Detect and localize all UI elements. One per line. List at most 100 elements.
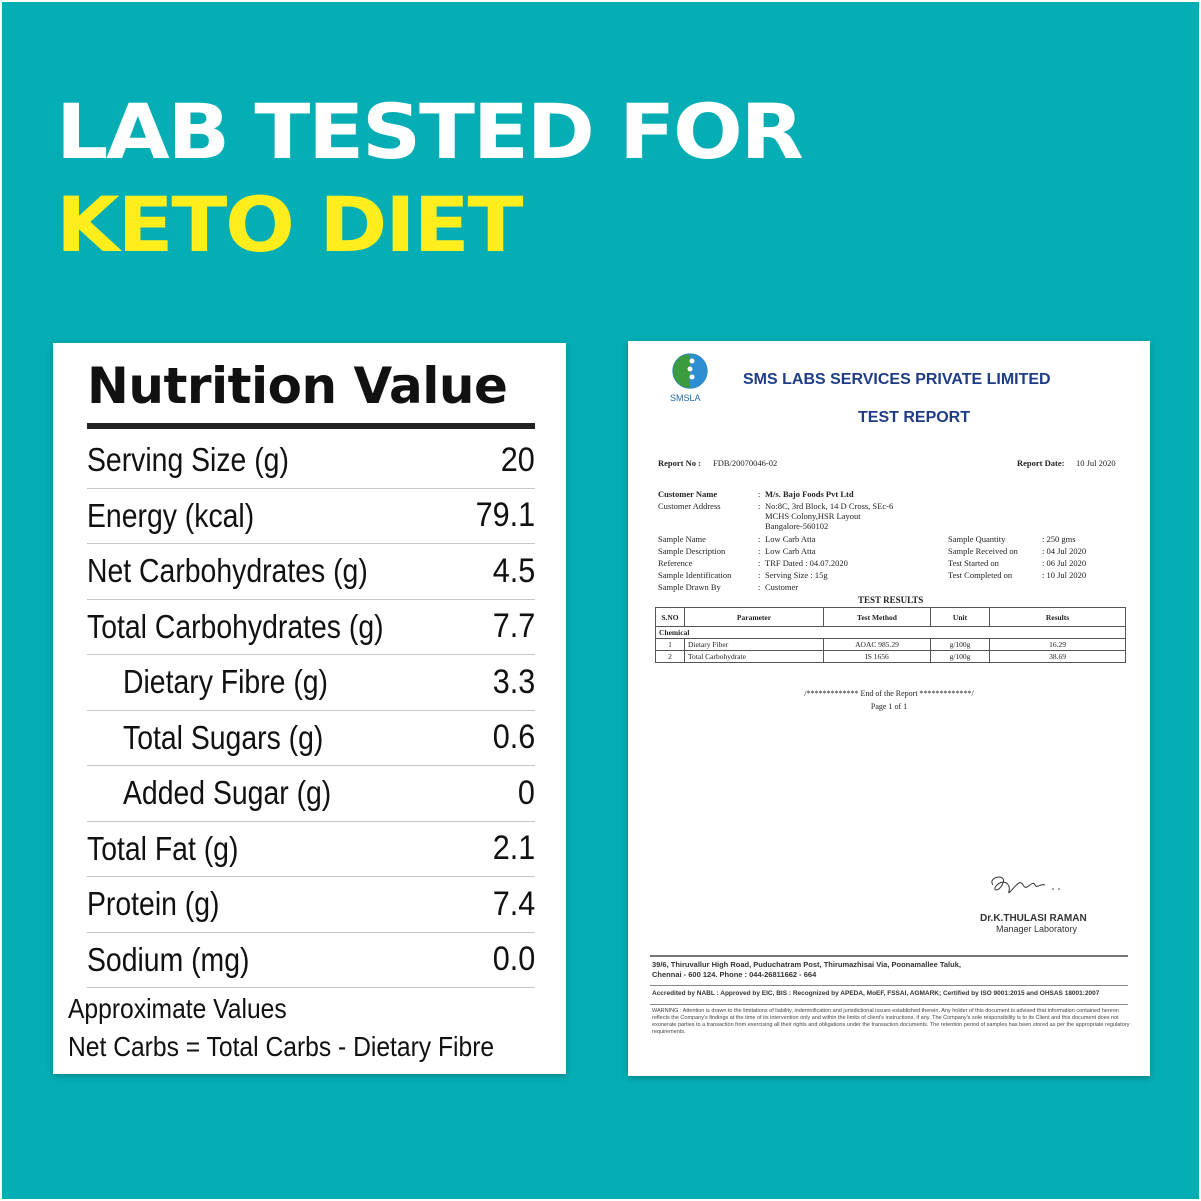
nutrition-note-formula: Net Carbs = Total Carbs - Dietary Fibre bbox=[68, 1031, 495, 1062]
report-no-label: Report No : bbox=[658, 458, 701, 468]
field-label: Sample Received on bbox=[948, 546, 1018, 556]
field-value: : 10 Jul 2020 bbox=[1042, 570, 1087, 580]
cell-method: IS 1656 bbox=[823, 650, 931, 663]
nutrient-value: 0 bbox=[517, 773, 535, 812]
nutrient-value: 7.4 bbox=[492, 884, 535, 923]
customer-name-label: Customer Name bbox=[658, 489, 718, 499]
cell-parameter: Total Carbohydrate bbox=[684, 650, 824, 663]
colon: : bbox=[758, 558, 761, 568]
colon: : bbox=[758, 489, 761, 499]
nutrition-row: Total Carbohydrates (g) 7.7 bbox=[87, 600, 535, 655]
colon: : bbox=[758, 546, 761, 556]
nutrition-row: Net Carbohydrates (g) 4.5 bbox=[87, 544, 535, 600]
cell-sno: 1 bbox=[655, 638, 685, 651]
nutrient-value: 3.3 bbox=[492, 662, 535, 701]
lab-address-line: Chennai - 600 124. Phone : 044-26811662 … bbox=[652, 969, 817, 979]
nutrition-row: Sodium (mg) 0.0 bbox=[87, 933, 535, 988]
nutrition-title: Nutrition Value bbox=[87, 357, 508, 415]
nutrient-value: 20 bbox=[500, 440, 535, 479]
nutrient-label: Energy (kcal) bbox=[87, 496, 255, 534]
field-value: Serving Size : 15g bbox=[765, 570, 828, 580]
colon: : bbox=[758, 570, 761, 580]
field-value: : 04 Jul 2020 bbox=[1042, 546, 1087, 556]
nutrition-row: Energy (kcal) 79.1 bbox=[87, 489, 535, 544]
table-section-row: Chemical bbox=[655, 626, 1126, 639]
address-line: No:8C, 3rd Block, 14 D Cross, SEc-6 bbox=[765, 501, 894, 511]
field-label: Test Started on bbox=[948, 558, 999, 568]
nutrition-card: Nutrition Value Serving Size (g) 20 Energ… bbox=[53, 343, 566, 1074]
cell-parameter: Dietary Fiber bbox=[684, 638, 824, 651]
section-label: Chemical bbox=[655, 626, 1126, 639]
nutrient-value: 0.6 bbox=[492, 718, 535, 757]
footer-divider bbox=[650, 955, 1128, 957]
table-row: 1 Dietary Fiber AOAC 985.29 g/100g 16.29 bbox=[655, 638, 1126, 651]
warning-text: WARNING : Attention is drawn to the limi… bbox=[652, 1008, 1130, 1035]
results-title: TEST RESULTS bbox=[858, 595, 924, 605]
field-value: Low Carb Atta bbox=[765, 546, 816, 556]
cell-unit: g/100g bbox=[930, 638, 990, 651]
field-value: Low Carb Atta bbox=[765, 534, 816, 544]
nutrient-value: 2.1 bbox=[492, 829, 535, 868]
field-value: : 06 Jul 2020 bbox=[1042, 558, 1087, 568]
nutrient-value: 0.0 bbox=[492, 940, 535, 979]
cell-sno: 2 bbox=[655, 650, 685, 663]
nutrition-row: Dietary Fibre (g) 3.3 bbox=[87, 655, 535, 711]
colon: : bbox=[758, 582, 761, 592]
report-date-label: Report Date: bbox=[1017, 458, 1065, 468]
nutrient-value: 4.5 bbox=[492, 551, 535, 590]
nutrient-label: Dietary Fibre (g) bbox=[123, 663, 329, 701]
nutrient-label: Protein (g) bbox=[87, 885, 220, 923]
nutrient-label: Total Sugars (g) bbox=[123, 718, 324, 756]
cell-unit: g/100g bbox=[930, 650, 990, 663]
cell-result: 38.69 bbox=[989, 650, 1126, 663]
end-of-report: /************* End of the Report *******… bbox=[804, 689, 974, 698]
logo-text: SMSLA bbox=[670, 393, 701, 403]
nutrition-row: Serving Size (g) 20 bbox=[87, 433, 535, 489]
footer-divider bbox=[650, 985, 1128, 986]
accreditation-line: Accredited by NABL : Approved by EIC, BI… bbox=[652, 990, 1100, 997]
col-parameter: Parameter bbox=[684, 607, 824, 627]
nutrient-label: Added Sugar (g) bbox=[123, 774, 332, 812]
headline-line-2: KETO DIET bbox=[56, 180, 523, 269]
page-number: Page 1 of 1 bbox=[870, 702, 908, 711]
nutrient-value: 7.7 bbox=[492, 607, 535, 646]
nutrient-label: Serving Size (g) bbox=[87, 441, 289, 479]
nutrient-label: Net Carbohydrates (g) bbox=[87, 552, 368, 590]
signer-name: Dr.K.THULASI RAMAN bbox=[980, 913, 1087, 924]
field-label: Test Completed on bbox=[948, 570, 1013, 580]
address-line: MCHS Colony,HSR Layout bbox=[765, 511, 861, 521]
signature-image bbox=[991, 876, 1060, 894]
headline-line-1: LAB TESTED FOR bbox=[56, 87, 804, 176]
lab-test-report: SMSLA SMS LABS SERVICES PRIVATE LIMITED … bbox=[628, 341, 1150, 1076]
lab-logo-icon bbox=[672, 353, 708, 389]
field-value: Customer bbox=[765, 582, 799, 592]
colon: : bbox=[758, 501, 761, 511]
nutrition-title-rule bbox=[87, 423, 535, 429]
nutrient-label: Sodium (mg) bbox=[87, 940, 250, 978]
signer-role: Manager Laboratory bbox=[996, 924, 1078, 934]
field-value: TRF Dated : 04.07.2020 bbox=[765, 558, 848, 568]
lab-address-line: 39/6, Thiruvallur High Road, Puduchatram… bbox=[652, 960, 961, 969]
report-title: TEST REPORT bbox=[858, 409, 971, 426]
cell-result: 16.29 bbox=[989, 638, 1126, 651]
table-header-row: S.NO Parameter Test Method Unit Results bbox=[655, 607, 1126, 627]
report-no: FDB/20070046-02 bbox=[713, 458, 778, 468]
nutrition-row: Total Fat (g) 2.1 bbox=[87, 822, 535, 877]
report-date: 10 Jul 2020 bbox=[1076, 458, 1116, 468]
table-row: 2 Total Carbohydrate IS 1656 g/100g 38.6… bbox=[655, 650, 1126, 663]
col-method: Test Method bbox=[823, 607, 931, 627]
nutrition-row: Protein (g) 7.4 bbox=[87, 877, 535, 933]
customer-address-label: Customer Address bbox=[658, 501, 721, 511]
colon: : bbox=[758, 534, 761, 544]
field-label: Sample Description bbox=[658, 546, 726, 556]
field-label: Sample Quantity bbox=[948, 534, 1006, 544]
field-label: Reference bbox=[658, 558, 693, 568]
nutrient-label: Total Fat (g) bbox=[87, 829, 239, 867]
col-unit: Unit bbox=[930, 607, 990, 627]
footer-divider bbox=[650, 1004, 1128, 1005]
field-label: Sample Identification bbox=[658, 570, 732, 580]
field-label: Sample Name bbox=[658, 534, 706, 544]
address-line: Bangalore-560102 bbox=[765, 521, 829, 531]
col-results: Results bbox=[989, 607, 1126, 627]
